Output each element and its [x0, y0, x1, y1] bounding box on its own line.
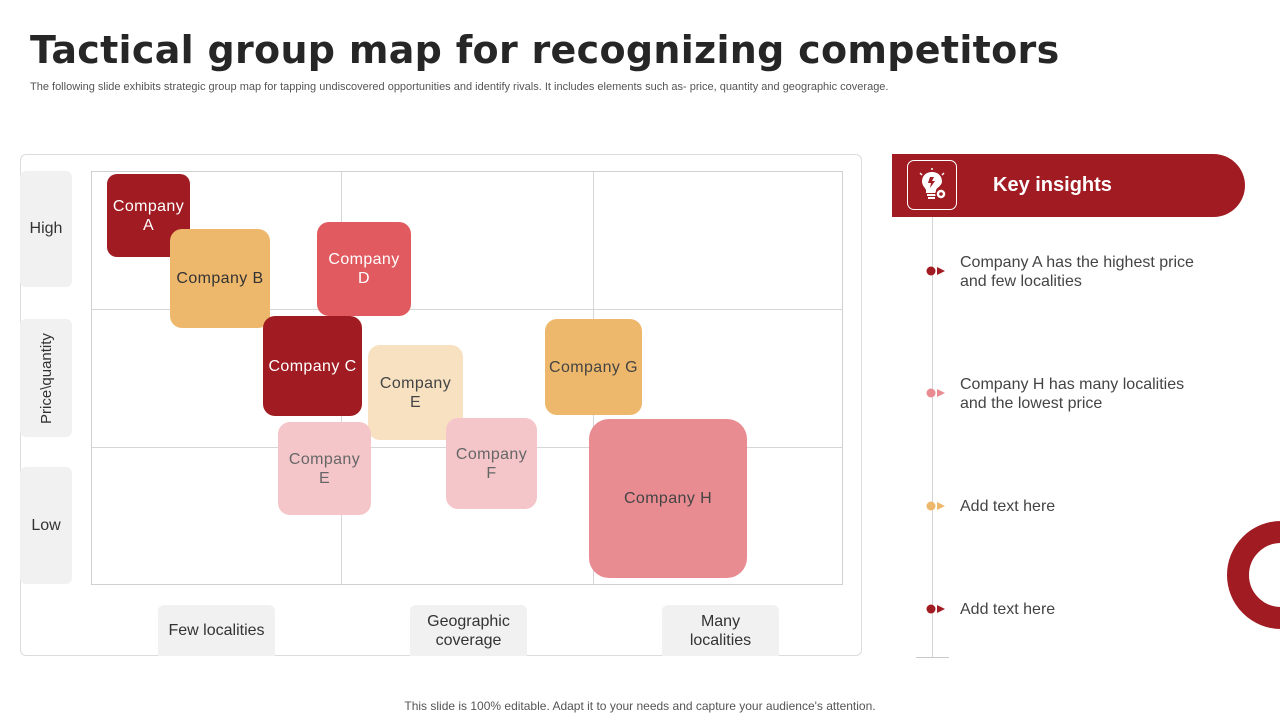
x-label-few-localities: Few localities: [158, 605, 275, 656]
y-label-high: High: [20, 171, 72, 287]
y-label-low: Low: [20, 467, 72, 584]
company-tile-c: Company C: [263, 316, 362, 416]
company-tile-h: Company H: [589, 419, 747, 578]
key-insights-title: Key insights: [993, 174, 1112, 196]
lightbulb-gear-icon: [907, 160, 957, 210]
company-tile-label: Company A: [112, 197, 185, 234]
company-tile-b: Company B: [170, 229, 270, 328]
insight-marker: [926, 604, 945, 614]
company-tile-e-lower: Company E: [278, 422, 371, 515]
insight-text: Company A has the highest price and few …: [960, 254, 1194, 290]
company-tile-label: Company B: [176, 270, 264, 287]
insights-timeline-foot: [916, 657, 949, 658]
slide-footer: This slide is 100% editable. Adapt it to…: [404, 699, 876, 713]
company-tile-a: Company A: [107, 174, 190, 257]
insight-text: Add text here: [960, 601, 1056, 618]
company-tile-label: Company E: [379, 374, 452, 411]
company-tile-label: Company H: [623, 490, 713, 507]
insight-text: Add text here: [960, 498, 1056, 515]
x-label-few-localities-text: Few localities: [168, 622, 265, 639]
key-insights-header: Key insights: [892, 154, 1245, 217]
company-tile-label: Company D: [328, 251, 400, 287]
company-tile-label: Company E: [288, 450, 361, 487]
x-axis-label: Geographic coverage: [410, 605, 527, 656]
company-tile-label: Company F: [455, 445, 528, 482]
company-tile-label: Company G: [549, 358, 638, 376]
insight-text: Company H has many localities and the lo…: [960, 376, 1185, 412]
insight-marker: [926, 388, 945, 398]
insight-marker: [926, 266, 945, 276]
company-tile-d: Company D: [317, 222, 411, 316]
company-tile-f: Company F: [446, 418, 537, 509]
insights-timeline-line: [932, 217, 933, 657]
y-label-high-text: High: [29, 220, 63, 237]
x-label-many-localities-text: Many localities: [689, 612, 752, 649]
y-axis-label: Price\quantity: [20, 319, 72, 437]
insight-marker: [926, 501, 945, 511]
company-tile-label: Company C: [268, 357, 357, 375]
slide-title: Tactical group map for recognizing compe…: [30, 28, 1060, 72]
x-label-many-localities: Many localities: [662, 605, 779, 656]
y-label-low-text: Low: [31, 516, 61, 534]
decorative-ring: [1227, 521, 1280, 629]
grid-line-horizontal: [92, 309, 842, 310]
x-axis-label-text: Geographic coverage: [427, 612, 510, 649]
slide-subtitle: The following slide exhibits strategic g…: [30, 81, 889, 93]
y-axis-label-text: Price\quantity: [37, 332, 55, 424]
company-tile-g: Company G: [545, 319, 642, 415]
